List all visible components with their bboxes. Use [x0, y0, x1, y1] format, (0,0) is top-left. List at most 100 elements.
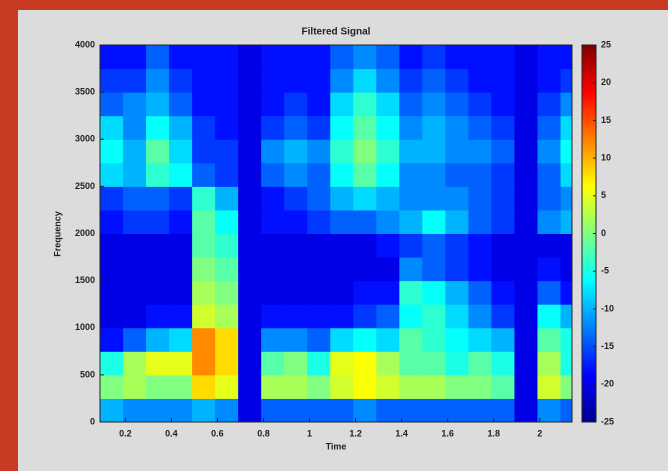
cell — [123, 398, 147, 422]
cell — [468, 92, 492, 117]
cell — [100, 257, 124, 282]
cell — [330, 68, 354, 93]
cell — [330, 115, 354, 140]
cell — [238, 398, 262, 422]
cell — [261, 115, 285, 140]
cell — [169, 139, 193, 164]
cell — [215, 398, 239, 422]
cell — [169, 115, 193, 140]
cell — [514, 280, 538, 305]
cell — [307, 68, 331, 93]
cell — [514, 139, 538, 164]
cell — [284, 304, 308, 329]
cell — [422, 280, 446, 305]
cell — [537, 257, 561, 282]
cell — [192, 45, 216, 70]
cell — [261, 68, 285, 93]
cell — [261, 351, 285, 376]
cell — [422, 374, 446, 399]
colorbar-tick-label: -20 — [601, 379, 614, 389]
cell — [169, 209, 193, 234]
cell — [123, 304, 147, 329]
cell — [468, 304, 492, 329]
cell — [169, 45, 193, 70]
cell — [353, 139, 377, 164]
cell — [238, 209, 262, 234]
cell — [376, 374, 400, 399]
cell — [330, 280, 354, 305]
cell — [100, 351, 124, 376]
cell — [376, 186, 400, 211]
cell — [123, 45, 147, 70]
cell — [514, 45, 538, 70]
cell — [169, 68, 193, 93]
cell — [123, 68, 147, 93]
cell — [307, 398, 331, 422]
cell — [100, 186, 124, 211]
cell — [123, 162, 147, 187]
cell — [468, 257, 492, 282]
cell — [560, 351, 572, 376]
cell — [192, 233, 216, 258]
cell — [284, 186, 308, 211]
cell — [422, 398, 446, 422]
cell — [169, 162, 193, 187]
cell — [123, 257, 147, 282]
cell — [422, 162, 446, 187]
cell — [353, 68, 377, 93]
cell — [468, 280, 492, 305]
cell — [445, 304, 469, 329]
cell — [376, 327, 400, 352]
cell — [560, 139, 572, 164]
cell — [353, 162, 377, 187]
cell — [261, 374, 285, 399]
cell — [192, 304, 216, 329]
y-tick-label: 3000 — [75, 134, 95, 144]
cell — [261, 280, 285, 305]
cell — [422, 115, 446, 140]
cell — [330, 233, 354, 258]
cell — [146, 45, 170, 70]
cell — [146, 351, 170, 376]
cell — [468, 115, 492, 140]
cell — [146, 280, 170, 305]
cell — [422, 186, 446, 211]
cell — [307, 45, 331, 70]
cell — [399, 304, 423, 329]
cell — [330, 374, 354, 399]
cell — [330, 209, 354, 234]
cell — [192, 162, 216, 187]
cell — [445, 233, 469, 258]
cell — [330, 257, 354, 282]
cell — [307, 374, 331, 399]
cell — [468, 327, 492, 352]
cell — [445, 45, 469, 70]
cell — [261, 209, 285, 234]
cell — [261, 186, 285, 211]
cell — [445, 257, 469, 282]
cell — [192, 327, 216, 352]
cell — [123, 209, 147, 234]
cell — [100, 327, 124, 352]
cell — [491, 68, 515, 93]
cell — [100, 115, 124, 140]
cell — [376, 304, 400, 329]
cell — [146, 374, 170, 399]
cell — [376, 257, 400, 282]
cell — [330, 327, 354, 352]
cell — [537, 115, 561, 140]
cell — [284, 92, 308, 117]
cell — [537, 209, 561, 234]
cell — [192, 186, 216, 211]
cell — [514, 374, 538, 399]
cell — [100, 304, 124, 329]
cell — [123, 139, 147, 164]
cell — [353, 304, 377, 329]
cell — [169, 374, 193, 399]
cell — [353, 115, 377, 140]
cell — [399, 92, 423, 117]
cell — [261, 92, 285, 117]
cell — [399, 374, 423, 399]
